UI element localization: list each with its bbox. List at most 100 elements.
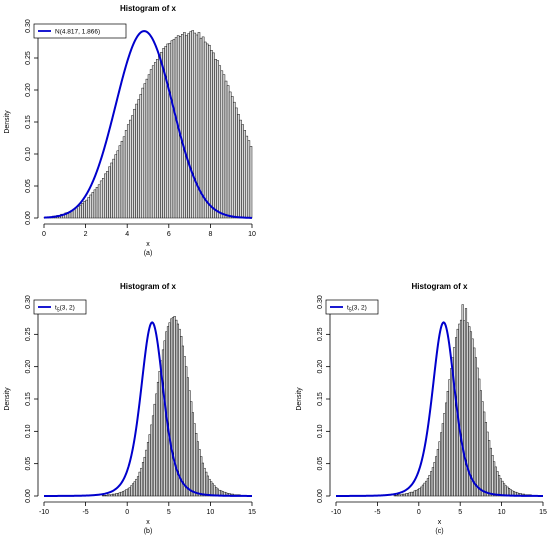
x-tick-label: 2 — [84, 231, 88, 238]
histogram-bar — [160, 52, 163, 219]
histogram-bar — [211, 483, 214, 497]
histogram-bar — [481, 401, 484, 497]
histogram-bar — [110, 162, 113, 219]
histogram-bar — [476, 367, 479, 497]
histogram-bar — [114, 154, 118, 219]
y-tick-label: 0.00 — [25, 211, 32, 225]
histogram-bar — [448, 379, 451, 497]
histogram-bar — [146, 442, 150, 497]
histogram-bar — [478, 378, 481, 497]
x-axis-label: x — [438, 519, 442, 526]
histogram-bar — [135, 103, 138, 219]
histogram-bar — [200, 456, 203, 497]
y-tick-label: 0.15 — [25, 392, 32, 406]
histogram-bar — [181, 345, 184, 497]
y-tick-label: 0.25 — [317, 327, 324, 341]
histogram-bar — [463, 320, 466, 497]
x-tick-label: -10 — [331, 509, 341, 516]
histogram-bar — [435, 456, 438, 497]
histogram-bar — [87, 197, 90, 219]
histogram-bar — [214, 59, 217, 219]
histogram-bar — [122, 136, 126, 219]
histogram-bar — [203, 41, 207, 219]
histogram-bar — [170, 40, 174, 219]
histogram-bar — [110, 494, 113, 497]
legend-label-sub: 5 — [349, 308, 352, 314]
histogram-bar — [247, 140, 251, 219]
histogram-bar — [228, 91, 232, 219]
histogram-bar — [425, 480, 428, 497]
density-curve — [336, 321, 543, 497]
histogram-bar — [145, 449, 148, 497]
histogram-bar — [501, 480, 504, 497]
histogram-bar — [415, 489, 418, 497]
histogram-bar — [120, 140, 124, 219]
histogram-bar — [150, 424, 153, 497]
histogram-bar — [440, 432, 443, 497]
y-tick-label: 0.10 — [25, 424, 32, 438]
histogram-bar — [121, 491, 125, 497]
histogram-bar — [151, 415, 155, 497]
x-tick-label: -5 — [374, 509, 380, 516]
histogram-bar — [128, 487, 131, 497]
histogram-bar — [156, 381, 160, 497]
histogram-bar — [158, 370, 161, 497]
histogram-bar — [196, 441, 199, 497]
histogram-bar — [123, 490, 126, 497]
histogram-bar — [195, 433, 198, 497]
legend-label-main: t — [55, 305, 57, 312]
histogram-bar — [408, 492, 411, 497]
histogram-bar — [208, 44, 211, 219]
legend: t5(3, 2) — [325, 299, 379, 315]
histogram-bar — [402, 493, 405, 497]
histogram-bar — [102, 178, 105, 219]
histogram-bar — [243, 130, 246, 219]
histogram-bar — [208, 478, 211, 497]
histogram-bar — [245, 135, 249, 219]
histogram-bar — [107, 494, 110, 497]
histogram-bar — [498, 475, 501, 497]
histogram-bar — [97, 184, 101, 219]
histogram-bar — [172, 39, 176, 219]
y-axis: 0.00 0.05 0.10 0.15 0.20 0.25 0.30 Density — [4, 295, 39, 503]
y-tick-label: 0.05 — [25, 179, 32, 193]
legend: N(4.817, 1.866) — [33, 23, 127, 39]
histogram-bar — [193, 32, 197, 219]
histogram-bar — [143, 456, 146, 497]
histogram-bar — [145, 78, 149, 219]
histogram-bar — [187, 33, 190, 219]
legend-label-main: t — [347, 305, 349, 312]
histogram-bar — [483, 411, 486, 497]
histogram-bar — [74, 207, 78, 219]
histogram-bar — [413, 490, 416, 497]
histogram-bar — [203, 467, 206, 497]
histogram-bar — [141, 462, 145, 497]
histogram-bar — [188, 390, 191, 497]
histogram-bar — [406, 493, 410, 497]
histogram-bar — [489, 447, 492, 497]
histogram-bar — [166, 326, 170, 497]
histogram-bar — [400, 494, 403, 497]
histogram-bar — [494, 466, 497, 497]
histogram-bar — [158, 54, 161, 219]
histogram-bar — [108, 166, 111, 219]
x-tick-label: 0 — [417, 509, 421, 516]
x-tick-label: 0 — [125, 509, 129, 516]
histogram-bar — [430, 471, 433, 497]
histogram-bar — [441, 423, 444, 497]
histogram-bar — [91, 192, 95, 219]
histogram-panel: Histogram of x0.000.050.100.150.200.250.… — [4, 282, 256, 535]
histogram-bar — [445, 402, 448, 497]
legend-label-rest: (3, 2) — [60, 305, 75, 312]
x-tick-label: 5 — [458, 509, 462, 516]
density-curve — [44, 321, 252, 497]
histogram-bar — [393, 495, 396, 497]
histogram-bar — [220, 70, 224, 219]
histogram-bar — [193, 423, 196, 497]
histogram-bar — [461, 304, 464, 497]
histogram-bar — [141, 87, 145, 219]
histogram-bar — [493, 461, 496, 497]
histogram-bar — [210, 481, 213, 497]
x-axis-label: x — [146, 519, 150, 526]
x-tick-label: 15 — [248, 509, 256, 516]
